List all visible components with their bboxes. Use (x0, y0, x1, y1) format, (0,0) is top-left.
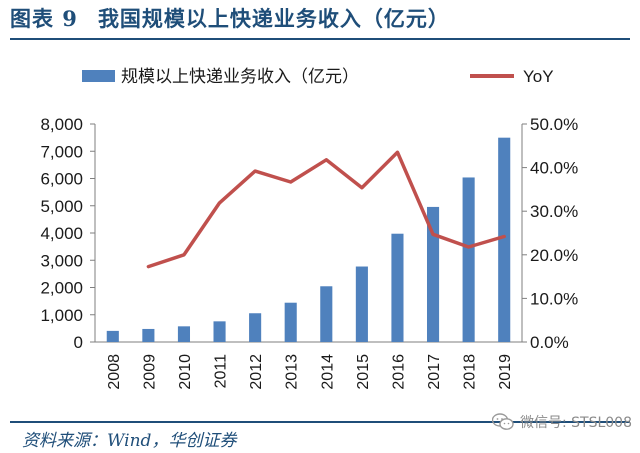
bar (142, 328, 155, 342)
title-divider (10, 38, 630, 40)
legend-bar-label: 规模以上快递业务收入（亿元） (121, 67, 359, 87)
x-axis-tick-label: 2009 (141, 354, 158, 390)
yoy-point (253, 169, 257, 173)
yoy-point (289, 180, 292, 184)
legend-bar-swatch (82, 70, 115, 82)
left-axis-tick-label: 0 (74, 333, 83, 352)
yoy-point (325, 158, 328, 161)
x-axis-tick-label: 2016 (390, 354, 407, 390)
yoy-point (503, 235, 506, 238)
x-axis-tick-label: 2018 (462, 354, 479, 390)
left-axis-tick-label: 2,000 (40, 279, 83, 298)
x-axis-tick-label: 2012 (248, 354, 265, 390)
bar (284, 302, 297, 342)
yoy-line (146, 150, 506, 269)
x-axis-tick-label: 2010 (177, 354, 194, 390)
x-axis-tick-label: 2015 (355, 354, 372, 390)
x-axis-tick-label: 2011 (213, 354, 230, 389)
yoy-point (396, 151, 399, 154)
left-axis-tick-label: 3,000 (40, 251, 83, 270)
left-axis-tick-label: 4,000 (40, 224, 83, 243)
bar (320, 286, 333, 342)
x-axis-tick-label: 2014 (319, 354, 336, 390)
right-axis-tick-label: 40.0% (530, 159, 578, 178)
right-axis-tick-label: 0.0% (530, 333, 569, 352)
bar (462, 177, 475, 342)
figure-title: 图表 9 我国规模以上快递业务收入（亿元） (10, 2, 450, 36)
left-axis-tick-label: 5,000 (40, 197, 83, 216)
wechat-icon (491, 413, 514, 431)
right-axis-tick-label: 30.0% (530, 202, 578, 221)
bar (391, 233, 404, 342)
watermark-text: 微信号: STSL008 (519, 415, 632, 431)
yoy-point (431, 233, 435, 236)
figure-title-text: 我国规模以上快递业务收入（亿元） (97, 6, 450, 31)
yoy-point (182, 253, 186, 256)
bar (106, 330, 119, 342)
yoy-point (360, 186, 364, 189)
source-divider (10, 421, 630, 423)
right-axis-tick-label: 20.0% (530, 246, 578, 265)
watermark: 微信号: STSL008 (491, 410, 632, 434)
left-axis-tick-label: 6,000 (40, 170, 83, 189)
x-axis-tick-label: 2013 (284, 354, 301, 390)
bar (213, 321, 226, 342)
yoy-point (467, 245, 470, 249)
yoy-point (147, 265, 150, 268)
bar (177, 326, 191, 342)
source-note: 资料来源：Wind，华创证券 (22, 431, 237, 451)
left-axis-tick-label: 7,000 (40, 142, 83, 161)
bar (249, 313, 262, 342)
right-axis-tick-label: 50.0% (530, 115, 578, 134)
figure-number: 图表 9 (10, 6, 78, 31)
x-axis-tick-label: 2019 (497, 354, 514, 390)
right-axis-tick-label: 10.0% (530, 289, 578, 308)
yoy-point (218, 201, 221, 205)
left-axis-tick-label: 8,000 (40, 115, 83, 134)
left-axis-tick-label: 1,000 (40, 306, 83, 325)
bar (498, 137, 511, 342)
x-axis-tick-label: 2008 (106, 354, 123, 390)
bar (426, 206, 440, 342)
x-axis-tick-label: 2017 (426, 354, 443, 390)
legend-line-label: YoY (523, 67, 554, 86)
bar (355, 266, 368, 342)
